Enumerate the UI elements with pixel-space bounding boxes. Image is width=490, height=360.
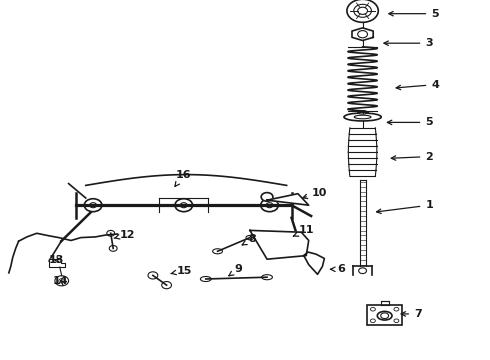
Ellipse shape (200, 276, 211, 282)
Text: 6: 6 (331, 264, 345, 274)
Ellipse shape (358, 111, 368, 114)
Text: 2: 2 (392, 152, 433, 162)
Ellipse shape (377, 311, 392, 320)
Circle shape (55, 276, 69, 286)
Circle shape (269, 234, 290, 250)
Text: 10: 10 (303, 188, 327, 199)
Text: 13: 13 (49, 255, 64, 265)
Circle shape (162, 282, 172, 289)
Circle shape (266, 203, 273, 208)
Text: 1: 1 (376, 200, 433, 213)
Text: 5: 5 (389, 9, 439, 19)
Ellipse shape (262, 275, 272, 280)
Circle shape (175, 199, 193, 212)
Text: 7: 7 (401, 309, 422, 319)
Text: 16: 16 (175, 170, 191, 186)
Text: 9: 9 (229, 264, 242, 276)
Circle shape (180, 203, 187, 208)
Circle shape (261, 193, 273, 201)
Circle shape (109, 246, 117, 251)
Text: 5: 5 (388, 117, 433, 127)
Text: 12: 12 (114, 230, 135, 240)
Circle shape (358, 31, 368, 38)
Polygon shape (304, 252, 324, 274)
Text: 3: 3 (384, 38, 433, 48)
Text: 11: 11 (294, 225, 315, 236)
Circle shape (347, 0, 378, 22)
Text: 8: 8 (242, 234, 256, 245)
Polygon shape (352, 28, 373, 40)
Circle shape (90, 203, 97, 208)
Circle shape (107, 230, 115, 236)
Text: 14: 14 (53, 276, 69, 286)
Bar (367, 305, 402, 325)
Circle shape (359, 268, 367, 274)
Circle shape (261, 199, 278, 212)
Ellipse shape (213, 249, 222, 254)
Circle shape (148, 272, 158, 279)
Polygon shape (250, 230, 309, 259)
Ellipse shape (246, 235, 254, 240)
Text: 4: 4 (396, 80, 439, 90)
Ellipse shape (344, 113, 381, 121)
Text: 15: 15 (171, 266, 192, 276)
Circle shape (84, 199, 102, 212)
Polygon shape (267, 194, 309, 205)
Polygon shape (49, 259, 65, 267)
